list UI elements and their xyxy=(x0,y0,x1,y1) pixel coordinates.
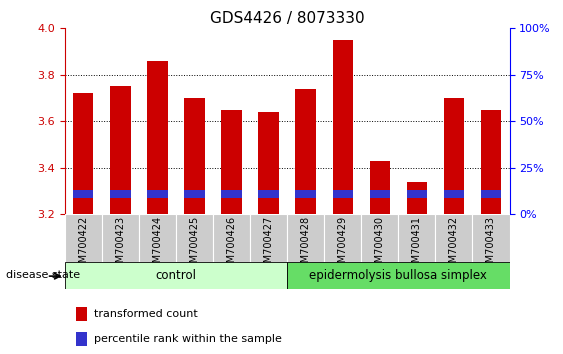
Bar xyxy=(65,262,287,289)
Bar xyxy=(369,161,390,214)
Text: GSM700423: GSM700423 xyxy=(115,216,126,275)
Bar xyxy=(324,214,361,262)
Bar xyxy=(444,190,464,198)
Bar xyxy=(73,93,93,214)
Bar xyxy=(296,190,316,198)
Bar xyxy=(435,214,472,262)
Bar xyxy=(250,214,287,262)
Text: disease state: disease state xyxy=(6,270,80,280)
Text: GSM700432: GSM700432 xyxy=(449,216,459,275)
Bar xyxy=(369,190,390,198)
Bar xyxy=(110,190,131,198)
Bar xyxy=(472,214,510,262)
Bar xyxy=(102,214,139,262)
Text: GSM700430: GSM700430 xyxy=(375,216,385,275)
Bar xyxy=(184,98,205,214)
Bar xyxy=(399,214,435,262)
Bar xyxy=(481,190,501,198)
Text: control: control xyxy=(155,269,196,282)
Bar xyxy=(184,190,205,198)
Text: epidermolysis bullosa simplex: epidermolysis bullosa simplex xyxy=(310,269,487,282)
Bar xyxy=(287,262,510,289)
Title: GDS4426 / 8073330: GDS4426 / 8073330 xyxy=(210,11,364,26)
Bar xyxy=(361,214,399,262)
Bar xyxy=(176,214,213,262)
Bar xyxy=(221,110,242,214)
Bar xyxy=(73,190,93,198)
Bar xyxy=(258,190,279,198)
Bar xyxy=(147,61,168,214)
Text: GSM700425: GSM700425 xyxy=(190,216,199,275)
Bar xyxy=(406,190,427,198)
Bar xyxy=(213,214,250,262)
Bar xyxy=(287,214,324,262)
Bar xyxy=(139,214,176,262)
Text: GSM700429: GSM700429 xyxy=(338,216,348,275)
Bar xyxy=(76,307,87,321)
Bar xyxy=(65,214,102,262)
Bar xyxy=(333,40,353,214)
Text: GSM700422: GSM700422 xyxy=(78,216,88,275)
Text: GSM700427: GSM700427 xyxy=(263,216,274,275)
Text: GSM700428: GSM700428 xyxy=(301,216,311,275)
Bar xyxy=(76,332,87,346)
Text: GSM700433: GSM700433 xyxy=(486,216,496,275)
Bar xyxy=(406,182,427,214)
Bar xyxy=(147,190,168,198)
Text: GSM700431: GSM700431 xyxy=(412,216,422,275)
Bar xyxy=(258,112,279,214)
Bar xyxy=(444,98,464,214)
Bar xyxy=(221,190,242,198)
Text: percentile rank within the sample: percentile rank within the sample xyxy=(93,333,282,344)
Bar xyxy=(481,110,501,214)
Text: GSM700424: GSM700424 xyxy=(153,216,162,275)
Bar xyxy=(333,190,353,198)
Text: transformed count: transformed count xyxy=(93,309,198,319)
Bar xyxy=(296,89,316,214)
Bar xyxy=(110,86,131,214)
Text: GSM700426: GSM700426 xyxy=(226,216,236,275)
